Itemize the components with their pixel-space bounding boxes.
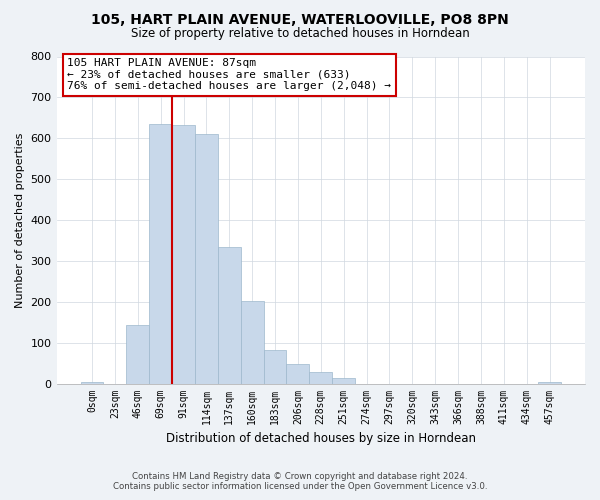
Bar <box>241 302 263 384</box>
Bar <box>538 382 561 384</box>
Bar <box>218 248 241 384</box>
Bar <box>127 325 149 384</box>
X-axis label: Distribution of detached houses by size in Horndean: Distribution of detached houses by size … <box>166 432 476 445</box>
Bar <box>195 134 218 384</box>
Text: 105 HART PLAIN AVENUE: 87sqm
← 23% of detached houses are smaller (633)
76% of s: 105 HART PLAIN AVENUE: 87sqm ← 23% of de… <box>67 58 391 92</box>
Bar <box>310 372 332 384</box>
Bar <box>332 378 355 384</box>
Text: Contains HM Land Registry data © Crown copyright and database right 2024.
Contai: Contains HM Land Registry data © Crown c… <box>113 472 487 491</box>
Bar <box>149 124 172 384</box>
Bar <box>286 364 310 384</box>
Bar <box>263 350 286 384</box>
Y-axis label: Number of detached properties: Number of detached properties <box>15 132 25 308</box>
Bar <box>80 382 103 384</box>
Text: Size of property relative to detached houses in Horndean: Size of property relative to detached ho… <box>131 28 469 40</box>
Bar <box>172 125 195 384</box>
Text: 105, HART PLAIN AVENUE, WATERLOOVILLE, PO8 8PN: 105, HART PLAIN AVENUE, WATERLOOVILLE, P… <box>91 12 509 26</box>
